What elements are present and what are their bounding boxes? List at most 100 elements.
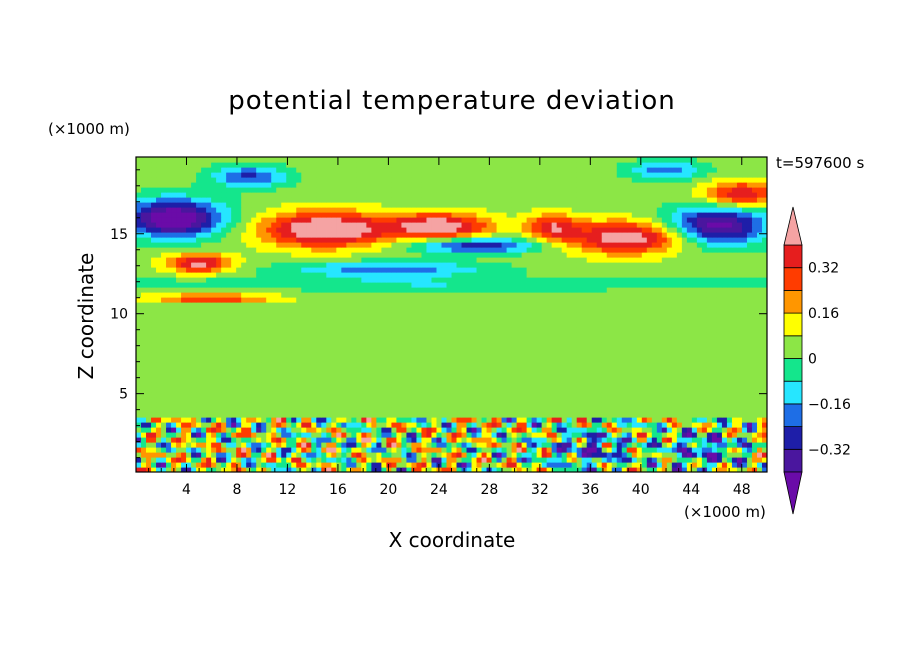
heatmap-cell xyxy=(691,432,698,438)
heatmap-cell xyxy=(396,392,403,398)
heatmap-cell xyxy=(646,277,653,283)
heatmap-cell xyxy=(276,462,282,468)
heatmap-cell xyxy=(231,462,237,468)
heatmap-cell xyxy=(331,457,337,463)
heatmap-cell xyxy=(426,462,433,468)
heatmap-cell xyxy=(621,312,628,318)
heatmap-cell xyxy=(311,372,317,378)
heatmap-cell xyxy=(536,372,543,378)
heatmap-cell xyxy=(321,347,327,353)
heatmap-cell xyxy=(516,407,523,413)
heatmap-cell xyxy=(421,427,428,433)
heatmap-cell xyxy=(231,382,237,388)
heatmap-cell xyxy=(696,287,703,293)
heatmap-cell xyxy=(351,362,357,368)
heatmap-cell xyxy=(551,357,558,363)
heatmap-cell xyxy=(626,392,633,398)
heatmap-cell xyxy=(226,407,232,413)
heatmap-cell xyxy=(586,382,593,388)
heatmap-cell xyxy=(686,297,693,303)
heatmap-cell xyxy=(596,367,603,373)
heatmap-cell xyxy=(446,282,453,288)
heatmap-cell xyxy=(731,282,738,288)
heatmap-cell xyxy=(271,322,277,328)
heatmap-cell xyxy=(591,442,598,448)
heatmap-cell xyxy=(606,427,613,433)
heatmap-cell xyxy=(181,387,187,393)
heatmap-cell xyxy=(541,367,548,373)
heatmap-cell xyxy=(476,277,483,283)
heatmap-cell xyxy=(176,412,182,418)
heatmap-cell xyxy=(641,392,648,398)
heatmap-cell xyxy=(591,362,598,368)
heatmap-cell xyxy=(431,317,438,323)
heatmap-cell xyxy=(146,412,152,418)
heatmap-cell xyxy=(381,377,387,383)
heatmap-cell xyxy=(186,432,192,438)
heatmap-cell xyxy=(701,432,708,438)
heatmap-cell xyxy=(666,432,673,438)
heatmap-cell xyxy=(231,457,237,463)
heatmap-cell xyxy=(726,452,733,458)
heatmap-cell xyxy=(641,427,648,433)
heatmap-cell xyxy=(591,437,598,443)
heatmap-cell xyxy=(491,392,498,398)
heatmap-cell xyxy=(576,432,583,438)
heatmap-cell xyxy=(701,307,708,313)
heatmap-cell xyxy=(566,397,573,403)
heatmap-cell xyxy=(716,367,723,373)
heatmap-cell xyxy=(696,387,703,393)
heatmap-cell xyxy=(201,457,207,463)
heatmap-cell xyxy=(626,347,633,353)
heatmap-cell xyxy=(231,292,237,298)
heatmap-cell xyxy=(426,292,433,298)
heatmap-cell xyxy=(761,277,767,283)
heatmap-cell xyxy=(531,362,538,368)
heatmap-cell xyxy=(681,447,688,453)
heatmap-cell xyxy=(366,397,372,403)
heatmap-cell xyxy=(446,422,453,428)
heatmap-cell xyxy=(746,297,753,303)
heatmap-cell xyxy=(246,352,252,358)
heatmap-cell xyxy=(481,292,488,298)
heatmap-cell xyxy=(646,437,653,443)
heatmap-cell xyxy=(241,467,247,472)
heatmap-cell xyxy=(596,287,603,293)
heatmap-cell xyxy=(366,367,372,373)
heatmap-cell xyxy=(586,317,593,323)
heatmap-cell xyxy=(521,337,528,343)
heatmap-cell xyxy=(141,357,147,363)
heatmap-cell xyxy=(396,452,403,458)
heatmap-cell xyxy=(616,417,623,423)
heatmap-cell xyxy=(211,467,217,472)
heatmap-cell xyxy=(206,402,212,408)
heatmap-cell xyxy=(196,412,202,418)
heatmap-cell xyxy=(671,372,678,378)
heatmap-cell xyxy=(386,392,393,398)
heatmap-cell xyxy=(256,342,262,348)
heatmap-cell xyxy=(286,382,292,388)
heatmap-cell xyxy=(191,367,197,373)
heatmap-cell xyxy=(611,377,618,383)
heatmap-cell xyxy=(141,367,147,373)
heatmap-cell xyxy=(671,402,678,408)
heatmap-cell xyxy=(756,452,763,458)
heatmap-cell xyxy=(446,372,453,378)
heatmap-cell xyxy=(386,307,393,313)
heatmap-cell xyxy=(301,282,307,288)
heatmap-field xyxy=(136,157,767,472)
heatmap-cell xyxy=(511,292,518,298)
heatmap-cell xyxy=(416,332,423,338)
heatmap-cell xyxy=(406,337,413,343)
heatmap-cell xyxy=(291,347,297,353)
heatmap-cell xyxy=(541,362,548,368)
heatmap-cell xyxy=(496,337,503,343)
heatmap-cell xyxy=(226,457,232,463)
heatmap-cell xyxy=(296,327,302,333)
heatmap-cell xyxy=(271,452,277,458)
heatmap-cell xyxy=(181,292,187,298)
heatmap-cell xyxy=(626,362,633,368)
heatmap-cell xyxy=(391,417,398,423)
heatmap-cell xyxy=(261,377,267,383)
heatmap-cell xyxy=(301,392,307,398)
